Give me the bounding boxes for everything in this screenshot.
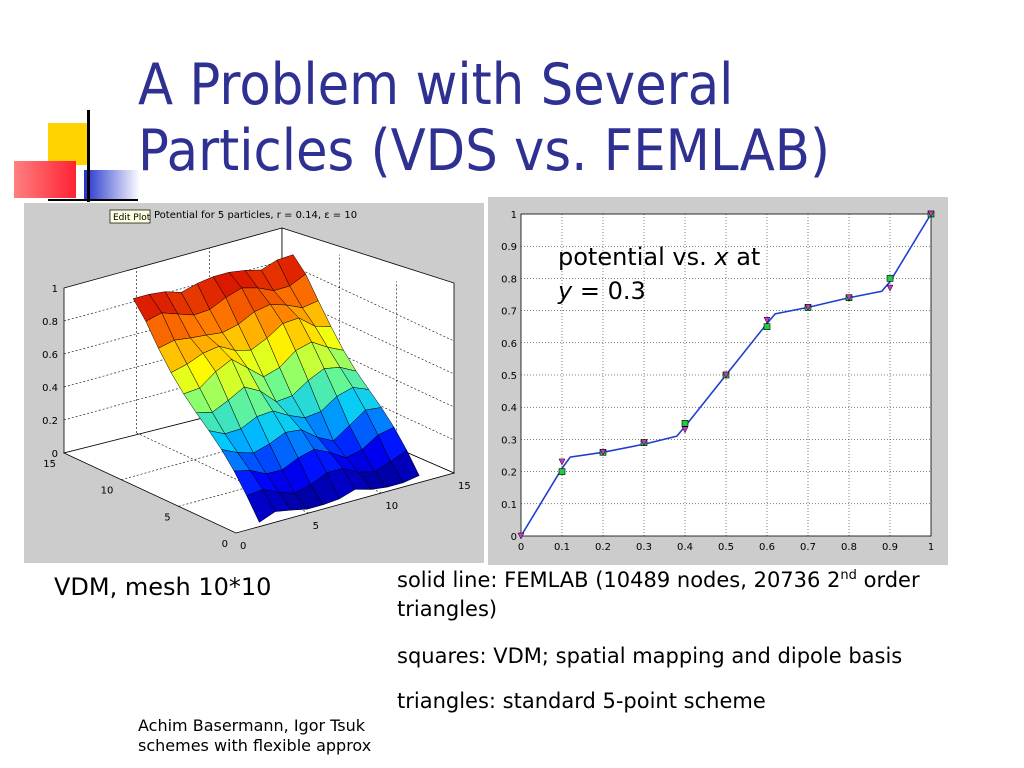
corner-decoration: [0, 0, 140, 205]
annotation-text-1: potential vs.: [558, 243, 715, 271]
legend-line-5point: triangles: standard 5-point scheme: [397, 689, 766, 713]
x-tick-label: 0: [240, 541, 246, 552]
title-line-2: Particles (VDS vs. FEMLAB): [138, 118, 831, 184]
triangle-point: [722, 371, 730, 379]
z-tick-label: 0.2: [42, 416, 58, 427]
line-plot: 0 0.1 0.2 0.3 0.4 0.5 0.6 0.7 0.8 0.9 1 0 0.1 0.2 0.3…: [501, 210, 935, 553]
y-tick-label: 0: [511, 532, 517, 543]
x-tick-label: 1: [928, 542, 934, 553]
square-point: [763, 323, 771, 330]
y-axis-ticks: 0 0.1 0.2 0.3 0.4 0.5 0.6 0.7 0.8 0.9 1: [501, 210, 517, 543]
triangle-point: [763, 317, 771, 324]
z-tick-labels: 0 0.2 0.4 0.6 0.8 1: [42, 284, 58, 460]
edit-plot-button[interactable]: Edit Plot: [113, 213, 151, 223]
z-tick-label: 0.8: [42, 317, 58, 328]
legend-femlab-triangles: triangles): [397, 597, 498, 621]
triangle-point: [517, 532, 525, 540]
vertical-rule: [87, 110, 90, 202]
surface-plot-figure: Edit Plot Potential for 5 particles, r =…: [24, 203, 484, 563]
triangle-point: [558, 458, 566, 466]
surface-mesh: [132, 254, 420, 523]
slide-title: A Problem with Several Particles (VDS vs…: [138, 52, 912, 184]
triangle-point: [927, 210, 935, 218]
horizontal-rule: [48, 199, 138, 201]
square-point: [558, 468, 566, 475]
title-line-1: A Problem with Several: [138, 52, 734, 118]
triangle-point: [845, 294, 853, 302]
y-tick-label: 5: [164, 512, 170, 523]
annotation-text-2: at: [728, 243, 761, 271]
plot-series: [517, 210, 935, 540]
z-tick-label: 0.6: [42, 350, 58, 361]
square-point: [681, 420, 689, 427]
z-tick-label: 0: [52, 449, 58, 460]
triangle-point: [804, 304, 812, 311]
wall-grid-z: [63, 293, 455, 375]
edit-plot-button-bg[interactable]: [109, 209, 151, 224]
legend-femlab-text: solid line: FEMLAB (10489 nodes, 20736 2: [397, 568, 841, 592]
y-tick-label: 0.3: [501, 435, 517, 446]
legend-femlab-order: order: [856, 568, 920, 592]
annotation-y: y: [558, 277, 573, 305]
x-tick-label: 15: [458, 481, 471, 492]
x-axis-ticks: 0 0.1 0.2 0.3 0.4 0.5 0.6 0.7 0.8 0.9 1: [518, 542, 934, 553]
legend-line-vdm: squares: VDM; spatial mapping and dipole…: [397, 644, 903, 668]
triangle-point: [640, 439, 648, 447]
x-tick-label: 10: [385, 501, 398, 512]
footer-line-2: schemes with flexible approx: [138, 736, 372, 755]
footer-line-1: Achim Basermann, Igor Tsuk: [138, 716, 366, 735]
x-tick-label: 0.8: [841, 542, 857, 553]
y-tick-label: 0.9: [501, 242, 517, 253]
x-tick-label: 0.4: [677, 542, 693, 553]
y-tick-label: 0.5: [501, 371, 517, 382]
y-tick-label: 0.2: [501, 468, 517, 479]
triangle-point: [886, 284, 894, 292]
y-tick-label: 1: [511, 210, 517, 221]
y-tick-label: 0.4: [501, 403, 517, 414]
square-point: [886, 275, 894, 282]
x-tick-label: 0.1: [554, 542, 570, 553]
y-tick-label: 10: [101, 486, 114, 497]
y-tick-label: 0.1: [501, 500, 517, 511]
left-plot-caption: VDM, mesh 10*10: [54, 573, 272, 601]
x-tick-label: 0.6: [759, 542, 775, 553]
blue-gradient-bar: [84, 170, 140, 200]
y-tick-label: 0.7: [501, 307, 517, 318]
triangle-point: [681, 426, 689, 434]
y-tick-label: 15: [43, 459, 56, 470]
x-tick-label: 0.7: [800, 542, 816, 553]
x-tick-label: 0.9: [882, 542, 898, 553]
red-gradient-bar: [14, 161, 76, 198]
legend-femlab-sup: nd: [840, 568, 857, 583]
surface-plot: Edit Plot Potential for 5 particles, r =…: [42, 209, 471, 552]
z-tick-label: 0.4: [42, 383, 58, 394]
x-tick-labels: 0 5 10 15: [240, 481, 471, 552]
plot-annotation: potential vs. x at y = 0.3: [558, 240, 760, 308]
line-plot-figure: 0 0.1 0.2 0.3 0.4 0.5 0.6 0.7 0.8 0.9 1 0 0.1 0.2 0.3…: [488, 197, 948, 565]
footer-text: Achim Basermann, Igor Tsuk schemes with …: [138, 716, 390, 756]
x-tick-label: 0.2: [595, 542, 611, 553]
x-tick-label: 0: [518, 542, 524, 553]
z-tick-label: 1: [52, 284, 58, 295]
y-tick-labels: 0 5 10 15: [43, 459, 228, 550]
triangle-point: [599, 449, 607, 456]
annotation-text-3: = 0.3: [572, 277, 646, 305]
yellow-square: [48, 123, 88, 165]
annotation-x: x: [714, 243, 729, 271]
wall-grid-z: [63, 326, 455, 408]
y-tick-label: 0.8: [501, 274, 517, 285]
y-tick-label: 0: [222, 539, 228, 550]
x-tick-label: 0.5: [718, 542, 734, 553]
y-tick-label: 0.6: [501, 339, 517, 350]
surface-plot-title: Potential for 5 particles, r = 0.14, ε =…: [154, 210, 357, 221]
x-tick-label: 0.3: [636, 542, 652, 553]
surface-facet: [246, 489, 276, 523]
legend-line-femlab: solid line: FEMLAB (10489 nodes, 20736 2…: [397, 566, 920, 624]
x-tick-label: 5: [313, 521, 319, 532]
